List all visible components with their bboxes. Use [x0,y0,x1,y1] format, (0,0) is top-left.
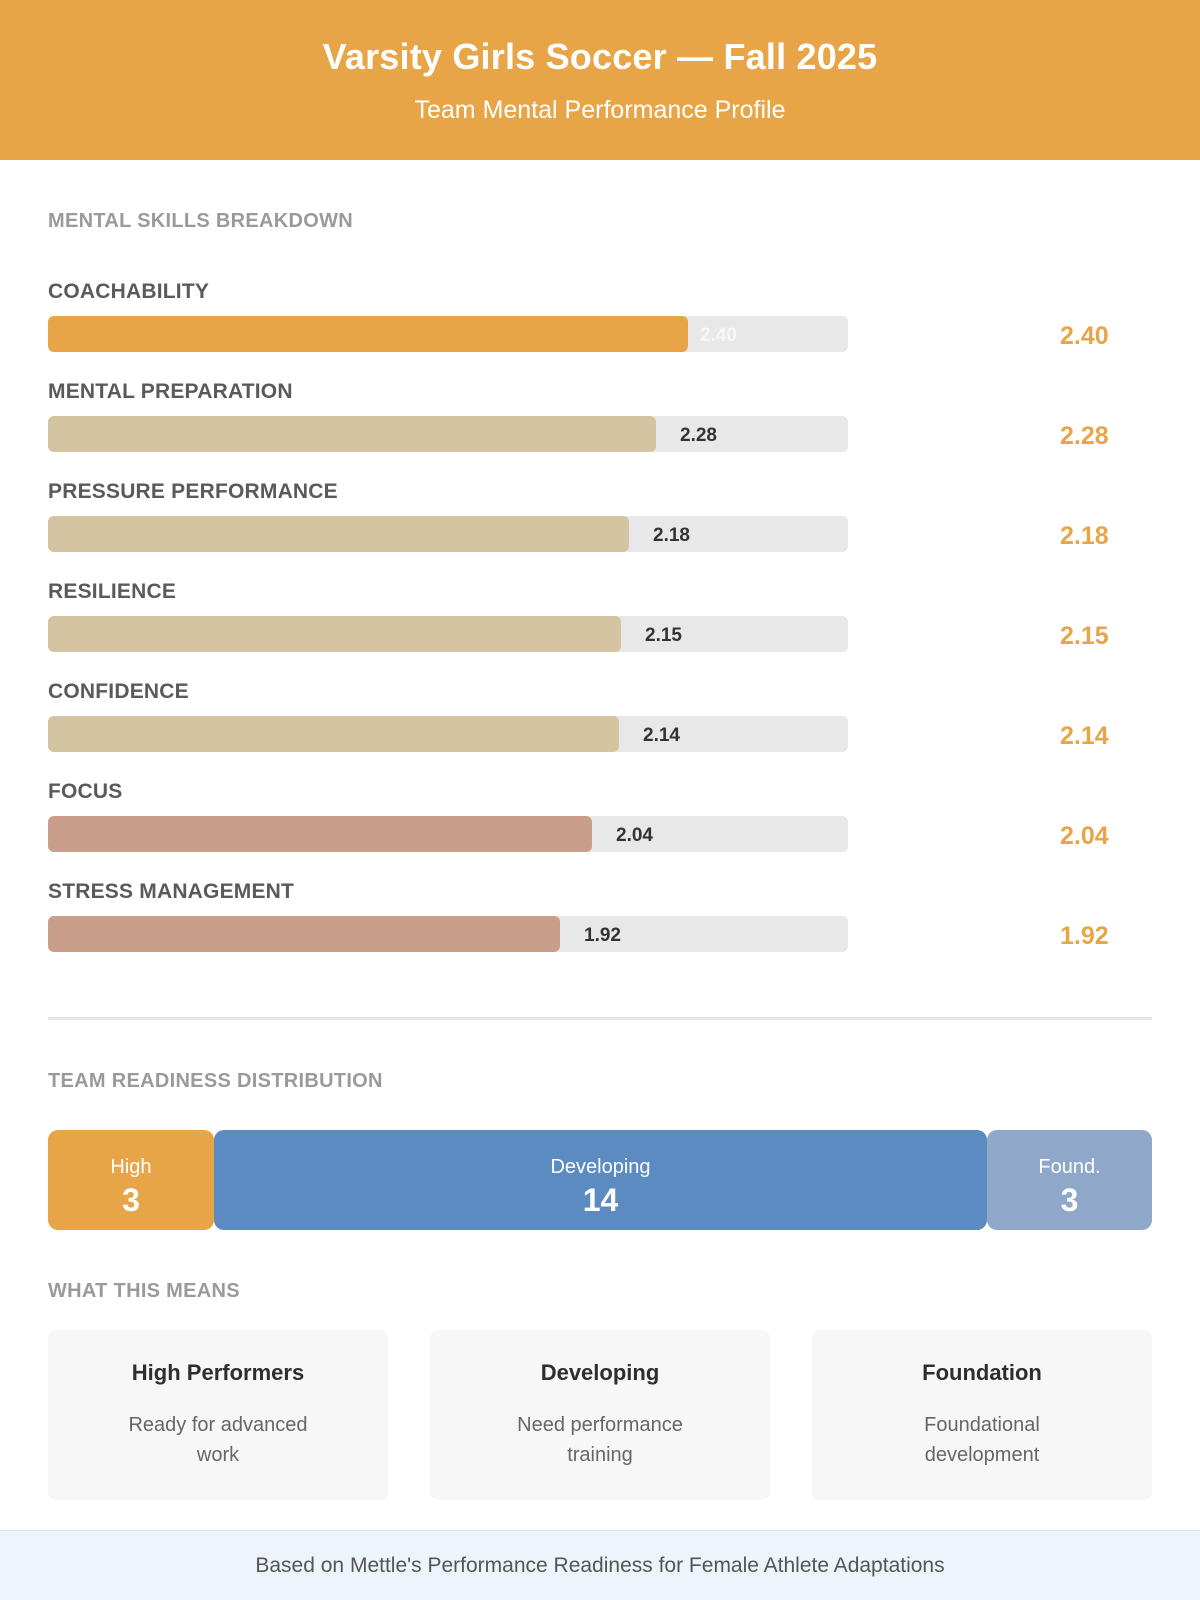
skill-value: 2.15 [1060,622,1109,650]
segment-count: 3 [122,1182,140,1218]
skills-section-title: MENTAL SKILLS BREAKDOWN [48,210,354,232]
skill-label: FOCUS [48,780,123,803]
skill-value: 2.28 [1060,422,1109,450]
skill-row: STRESS MANAGEMENT 1.92 1.92 [48,880,1152,970]
distribution-segment: Found. 3 [987,1130,1152,1230]
skill-value: 2.40 [1060,322,1109,350]
meaning-section-title: WHAT THIS MEANS [48,1280,240,1302]
bar-track: 2.14 [48,716,848,752]
card-description: Ready for advanced work [128,1414,308,1466]
distribution-segment: Developing 14 [214,1130,987,1230]
bar [48,716,619,752]
distribution-section-title: TEAM READINESS DISTRIBUTION [48,1070,383,1092]
readiness-distribution-bar: High 3 Developing 14 Found. 3 [48,1130,1152,1230]
bar-data-label: 2.40 [700,325,737,346]
segment-count: 3 [1060,1182,1079,1218]
skill-label: RESILIENCE [48,580,177,603]
skill-label: MENTAL PREPARATION [48,380,293,403]
bar-data-label: 2.18 [653,525,690,546]
bar [48,516,629,552]
card-description: Need performance training [517,1414,683,1466]
skill-row: COACHABILITY 2.40 2.40 [48,280,1152,370]
bar [48,316,688,352]
segment-label: Developing [550,1156,651,1178]
skill-value: 2.18 [1060,522,1109,550]
section-divider [48,1017,1152,1020]
card-developing: Developing Need performance training [430,1330,770,1500]
bar [48,616,621,652]
skill-label: PRESSURE PERFORMANCE [48,480,338,503]
bar-data-label: 1.92 [584,925,621,946]
bar [48,416,656,452]
skill-value: 2.04 [1060,822,1109,850]
skill-row: FOCUS 2.04 2.04 [48,780,1152,870]
bar [48,916,560,952]
bar-track: 2.18 [48,516,848,552]
bar-data-label: 2.15 [645,625,682,646]
bar-track: 2.15 [48,616,848,652]
skill-row: PRESSURE PERFORMANCE 2.18 2.18 [48,480,1152,570]
bar-track: 2.40 [48,316,848,352]
header: Varsity Girls Soccer — Fall 2025 Team Me… [0,0,1200,160]
segment-count: 14 [582,1182,619,1218]
distribution-segment: High 3 [48,1130,214,1230]
skill-row: MENTAL PREPARATION 2.28 2.28 [48,380,1152,470]
bar-track: 2.04 [48,816,848,852]
bar [48,816,592,852]
card-title: Foundation [922,1360,1042,1385]
page-subtitle: Team Mental Performance Profile [414,96,786,124]
skill-label: STRESS MANAGEMENT [48,880,295,903]
card-title: Developing [540,1360,660,1385]
skill-row: RESILIENCE 2.15 2.15 [48,580,1152,670]
skill-label: CONFIDENCE [48,680,189,703]
card-title: High Performers [131,1360,305,1385]
page-title: Varsity Girls Soccer — Fall 2025 [322,36,878,77]
skill-value: 1.92 [1060,922,1109,950]
bar-track: 2.28 [48,416,848,452]
skill-row: CONFIDENCE 2.14 2.14 [48,680,1152,770]
skill-label: COACHABILITY [48,280,210,303]
segment-label: High [110,1156,152,1178]
skill-value: 2.14 [1060,722,1109,750]
card-high-performers: High Performers Ready for advanced work [48,1330,388,1500]
segment-label: Found. [1038,1156,1101,1178]
bar-data-label: 2.14 [643,725,680,746]
bar-track: 1.92 [48,916,848,952]
card-description: Foundational development [924,1414,1040,1466]
card-foundation: Foundation Foundational development [812,1330,1152,1500]
bar-data-label: 2.28 [680,425,717,446]
footer-note: Based on Mettle's Performance Readiness … [0,1530,1200,1600]
bar-data-label: 2.04 [616,825,653,846]
